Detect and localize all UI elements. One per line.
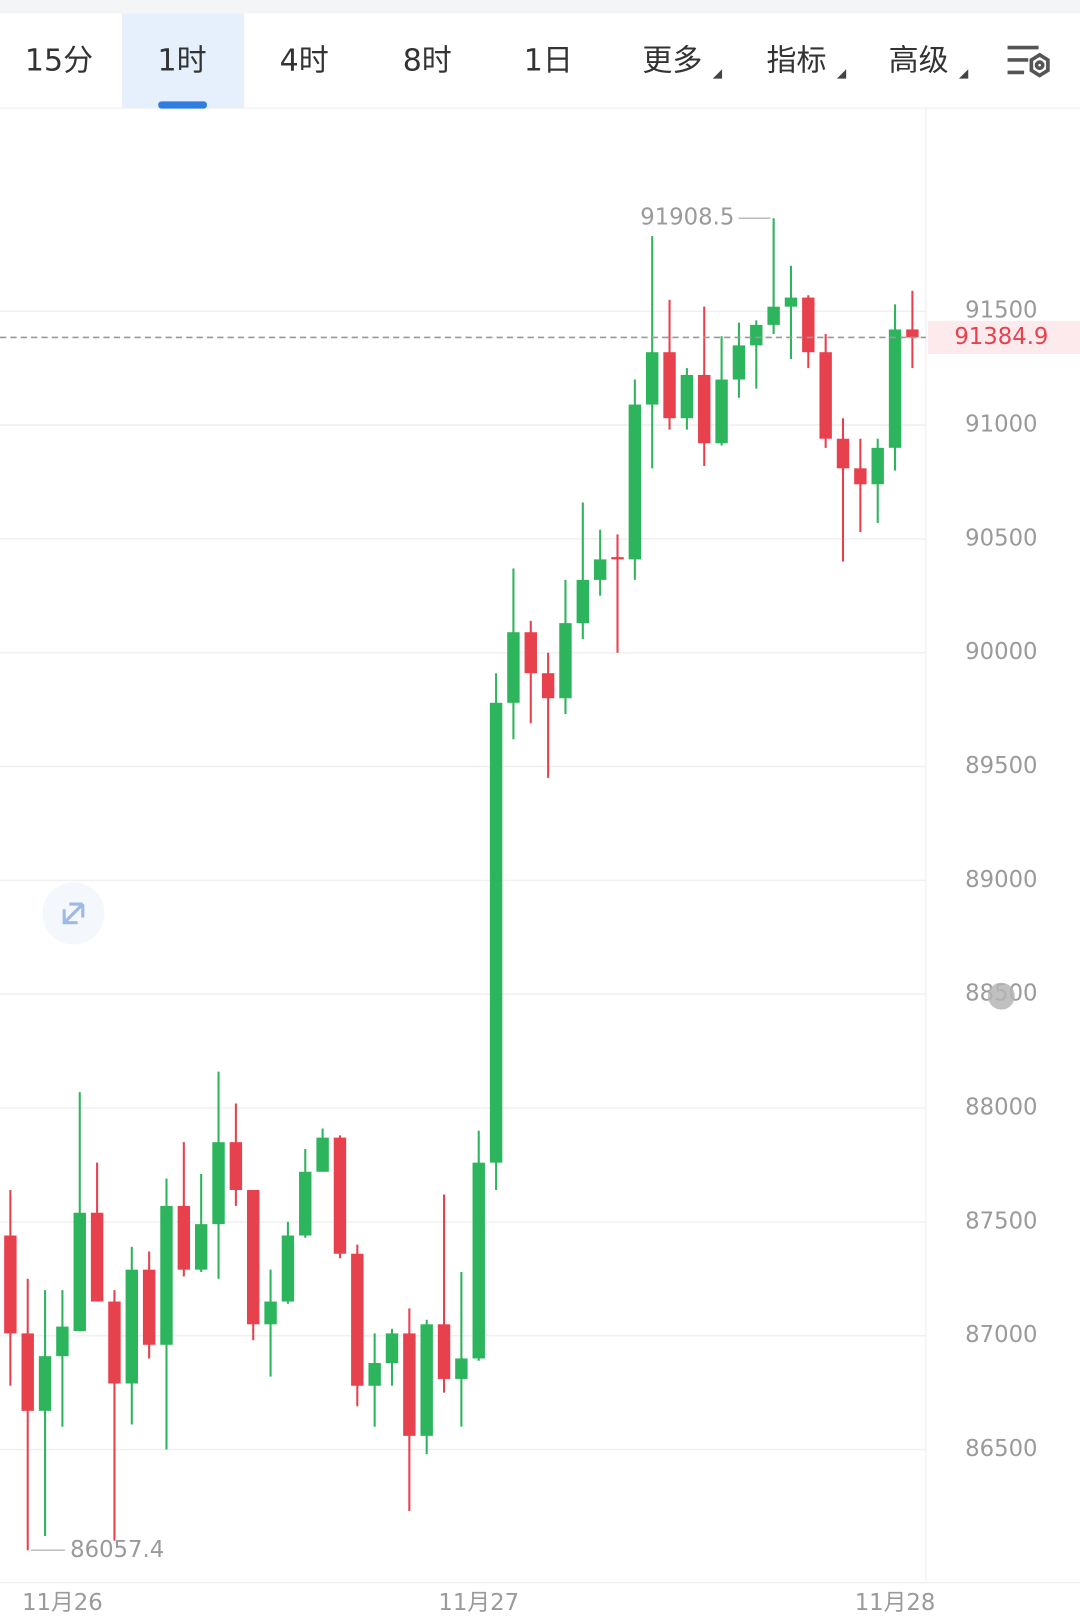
y-tick-label: 90000 xyxy=(965,639,1037,665)
candle-body xyxy=(541,673,555,699)
tab-label[interactable]: 指标 xyxy=(767,44,827,79)
candle-body xyxy=(38,1356,52,1411)
candle-body xyxy=(559,623,572,699)
candle-body xyxy=(21,1333,34,1411)
candle-body xyxy=(333,1137,347,1254)
candle-body xyxy=(437,1324,451,1379)
candle-body xyxy=(593,559,607,580)
current-price-bg xyxy=(927,320,1080,354)
dropdown-marker xyxy=(836,69,847,79)
candle-body xyxy=(698,374,711,444)
candle-body xyxy=(628,404,642,560)
candle-body xyxy=(160,1205,173,1345)
candle-body xyxy=(177,1205,191,1270)
y-tick-label: 89500 xyxy=(965,753,1037,779)
candle-body xyxy=(836,438,850,469)
candle-body xyxy=(90,1212,104,1302)
candle-body xyxy=(125,1269,139,1384)
candle-body xyxy=(4,1235,17,1334)
candle-body xyxy=(507,632,520,703)
candle-body xyxy=(802,297,815,353)
y-tick-label: 87500 xyxy=(965,1208,1037,1234)
expand-arrows xyxy=(62,902,85,925)
y-tick-label: 91500 xyxy=(965,298,1037,324)
candle-body xyxy=(403,1333,416,1436)
candle-body xyxy=(663,352,676,419)
dropdown-marker xyxy=(712,69,723,79)
candle-body xyxy=(299,1171,312,1236)
candle-body xyxy=(680,374,694,419)
tab-label[interactable]: 1日 xyxy=(524,44,573,79)
candle-body xyxy=(385,1333,399,1364)
expand-button[interactable] xyxy=(42,882,105,945)
candle-body xyxy=(576,579,590,624)
candle-body xyxy=(264,1301,277,1325)
candle-body xyxy=(247,1189,260,1325)
candle-body xyxy=(489,702,503,1163)
candle-body xyxy=(871,447,884,485)
x-tick-label: 11月26 xyxy=(22,1590,103,1616)
tab-label[interactable]: 更多 xyxy=(642,44,702,79)
y-tick-label: 90500 xyxy=(965,525,1037,551)
candle-body xyxy=(645,352,659,405)
candle-body xyxy=(316,1137,329,1172)
tab-underline xyxy=(158,101,207,109)
plot-area: 8650087000875008800088500890008950090000… xyxy=(0,205,1080,1616)
candle-body xyxy=(455,1358,468,1379)
y-tick-label: 86500 xyxy=(965,1436,1037,1462)
dropdown-marker xyxy=(958,69,969,79)
candle-body xyxy=(212,1142,225,1225)
tab-label[interactable]: 1时 xyxy=(158,44,207,79)
x-tick-label: 11月27 xyxy=(438,1590,519,1616)
candle-body xyxy=(611,557,624,560)
candle-body xyxy=(784,297,798,307)
icon-gear-center xyxy=(1034,60,1045,71)
tab-bar: 15分 1时 4时 8时 1日 更多 指标 高级 xyxy=(25,13,969,109)
tab-divider xyxy=(0,107,1080,109)
candle-body xyxy=(524,632,537,674)
candle-body xyxy=(819,352,832,439)
tab-selected-bg xyxy=(122,13,245,108)
current-price-label: 91384.9 xyxy=(954,324,1048,350)
candle-body xyxy=(767,306,780,325)
candle-body xyxy=(56,1326,69,1357)
candle-body xyxy=(73,1212,86,1332)
tab-label[interactable]: 4时 xyxy=(280,44,329,79)
candle-body xyxy=(229,1142,243,1190)
status-strip xyxy=(0,0,1080,14)
candle-body xyxy=(194,1224,208,1270)
candle-body xyxy=(715,379,728,444)
y-tick-label: 89000 xyxy=(965,867,1037,893)
tab-label[interactable]: 高级 xyxy=(889,44,949,79)
candle-body xyxy=(906,329,919,338)
candle-body xyxy=(142,1269,156,1345)
icon-gear xyxy=(1029,52,1050,78)
tab-label[interactable]: 8时 xyxy=(403,44,452,79)
candle-body xyxy=(732,345,746,380)
floating-dot[interactable] xyxy=(987,982,1015,1010)
settings-icon[interactable] xyxy=(1007,45,1050,78)
candle-body xyxy=(351,1253,364,1386)
x-tick-label: 11月28 xyxy=(855,1590,936,1616)
max-label: 91908.5 xyxy=(640,205,734,231)
candle-body xyxy=(368,1363,381,1386)
y-tick-label: 88000 xyxy=(965,1095,1037,1121)
candle-body xyxy=(750,324,763,346)
min-label: 86057.4 xyxy=(70,1537,164,1563)
candle-body xyxy=(281,1235,295,1302)
candle-body xyxy=(108,1301,121,1384)
candle-body xyxy=(420,1324,433,1436)
tab-label[interactable]: 15分 xyxy=(25,44,93,79)
candle-body xyxy=(888,329,902,448)
candle-body xyxy=(472,1162,485,1359)
candle-body xyxy=(854,468,867,485)
y-tick-label: 91000 xyxy=(965,412,1037,438)
y-tick-label: 87000 xyxy=(965,1322,1037,1348)
